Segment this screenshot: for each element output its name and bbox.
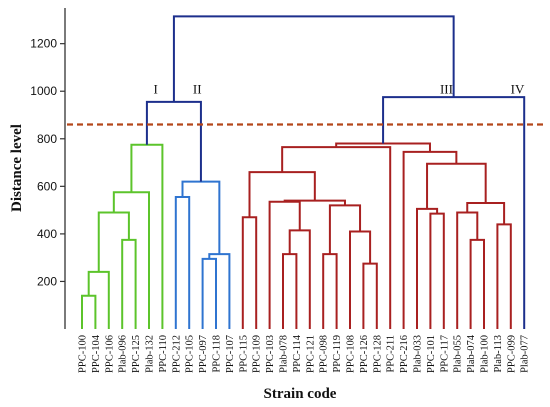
dendrogram-link (145, 100, 202, 182)
dendrogram-link (282, 253, 298, 329)
dendrogram-link (241, 216, 258, 329)
cluster-label: III (440, 82, 453, 97)
leaf-labels: PPC-100 PPC-104 PPC-106 Plab-096 PPC-125 Plab… (78, 334, 531, 373)
dendrogram-link (87, 270, 110, 329)
dendrogram-link (496, 223, 512, 329)
dendrogram-link (466, 201, 506, 225)
leaf-label: PPC-097 (198, 335, 209, 373)
cluster-labels: I II III IV (154, 82, 525, 97)
y-tick-label: 600 (37, 179, 57, 193)
dendrogram-link (97, 211, 130, 272)
dendrogram-link (181, 180, 221, 255)
leaf-label: PPC-211 (386, 335, 397, 373)
dendrogram-link (416, 207, 439, 329)
dendrogram-link (121, 238, 137, 329)
leaf-label: PPC-100 (78, 335, 89, 373)
leaf-label: Plab-132 (145, 335, 156, 373)
leaf-label: PPC-121 (305, 335, 316, 373)
dendrogram-link (328, 204, 362, 255)
leaf-label: PPC-126 (359, 335, 370, 373)
y-tick-label: 800 (37, 132, 57, 146)
cluster-label: I (154, 82, 158, 97)
dendrogram-link (456, 211, 479, 329)
y-tick-label: 1000 (30, 84, 57, 98)
leaf-label: Plab-074 (466, 334, 477, 373)
leaf-label: PPC-107 (225, 335, 236, 373)
leaf-label: PPC-117 (439, 335, 450, 373)
dendrogram-link (172, 15, 455, 102)
leaf-label: PPC-110 (158, 335, 169, 373)
dendrogram-link (349, 230, 372, 329)
dendrogram-link (469, 238, 485, 329)
dendrogram-link (288, 229, 311, 329)
cluster-label: II (193, 82, 202, 97)
leaf-label: PPC-098 (319, 335, 330, 373)
leaf-label: PPC-101 (426, 335, 437, 373)
leaf-label: Plab-033 (413, 335, 424, 373)
y-tick-label: 200 (37, 274, 57, 288)
dendrogram-link (322, 253, 338, 329)
leaf-label: PPC-099 (506, 335, 517, 373)
dendrogram-link (382, 96, 526, 329)
leaf-label: PPC-128 (372, 335, 383, 373)
leaf-label: PPC-108 (346, 335, 357, 373)
leaf-label: PPC-216 (399, 335, 410, 373)
leaf-label: PPC-119 (332, 335, 343, 373)
x-axis-title: Strain code (264, 386, 337, 402)
y-tick-label: 400 (37, 227, 57, 241)
dendrogram-link (208, 253, 231, 329)
leaf-label: PPC-104 (91, 334, 102, 373)
leaf-label: Plab-100 (480, 335, 491, 373)
leaf-label: PPC-125 (131, 335, 142, 373)
dendrogram-link (429, 212, 445, 329)
leaf-label: PPC-106 (104, 335, 115, 373)
dendrogram-link (402, 150, 458, 329)
dendrogram-link (362, 262, 378, 329)
leaf-label: Plab-078 (279, 335, 290, 373)
tick-layer: 200 400 600 800 1000 1200 (30, 37, 65, 288)
leaf-label: PPC-212 (171, 335, 182, 373)
leaf-label: PPC-105 (185, 335, 196, 373)
leaf-label: PPC-118 (212, 335, 223, 373)
dendrogram-link (174, 196, 191, 329)
dendrogram-link (268, 200, 301, 329)
leaf-label: Plab-096 (118, 335, 129, 373)
dendrogram-link (81, 294, 97, 329)
leaf-label: Plab-077 (520, 335, 531, 373)
y-axis-title: Distance level (9, 124, 25, 212)
leaf-label: Plab-113 (493, 335, 504, 373)
dendrogram-link (201, 257, 217, 329)
dendrogram-link (112, 191, 150, 329)
leaf-label: Plab-055 (453, 335, 464, 373)
leaf-label: PPC-109 (252, 335, 263, 373)
leaf-label: PPC-103 (265, 335, 276, 373)
leaf-label: PPC-115 (238, 335, 249, 373)
dendrogram-link (248, 171, 316, 218)
dendrogram-links (81, 15, 526, 329)
y-tick-label: 1200 (30, 37, 57, 51)
cluster-label: IV (511, 82, 525, 97)
leaf-label: PPC-114 (292, 334, 303, 372)
